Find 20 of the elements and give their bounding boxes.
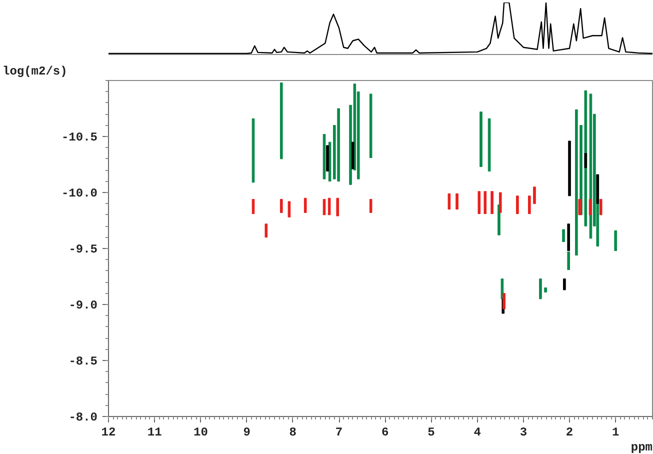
y-tick-label: -8.5 — [68, 354, 98, 368]
x-tick-label: 5 — [428, 426, 435, 440]
y-tick-label: -8.0 — [68, 410, 98, 424]
x-tick-label: 1 — [612, 426, 620, 440]
y-tick-label: -9.5 — [68, 242, 98, 256]
x-tick-label: 12 — [101, 426, 116, 440]
x-axis-title: ppm — [630, 440, 653, 454]
y-tick-label: -10.5 — [61, 130, 98, 144]
x-tick-label: 3 — [520, 426, 528, 440]
y-tick-label: -10.0 — [61, 186, 98, 200]
x-tick-label: 9 — [243, 426, 250, 440]
x-tick-label: 10 — [194, 426, 208, 440]
x-tick-label: 11 — [147, 426, 162, 440]
x-tick-label: 8 — [289, 426, 297, 440]
x-tick-label: 4 — [474, 426, 481, 440]
x-tick-label: 2 — [566, 426, 574, 440]
y-tick-label: -9.0 — [68, 298, 98, 312]
x-tick-label: 6 — [382, 426, 389, 440]
y-axis-title: log(m2/s) — [2, 64, 68, 78]
x-tick-label: 7 — [335, 426, 343, 440]
